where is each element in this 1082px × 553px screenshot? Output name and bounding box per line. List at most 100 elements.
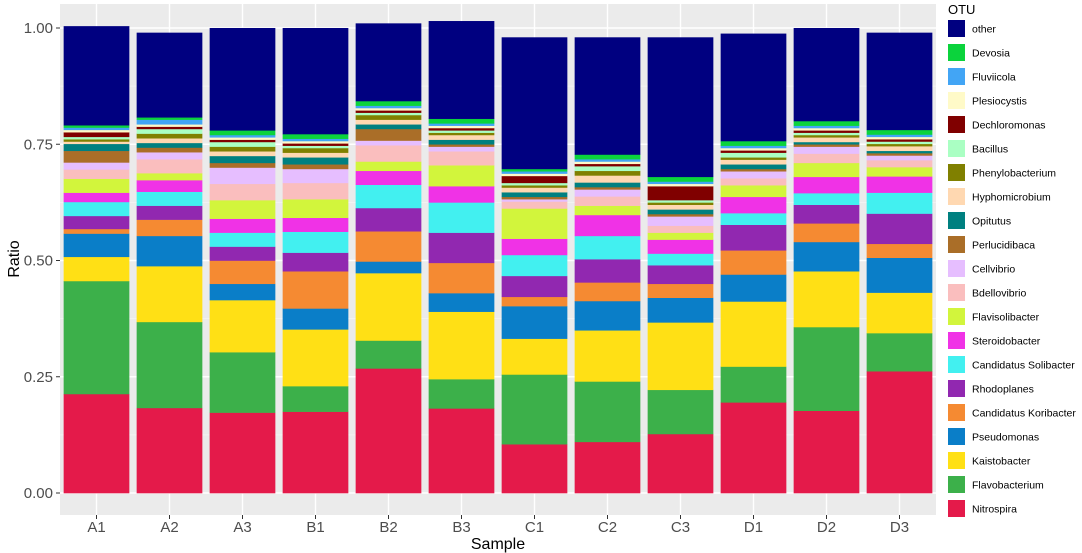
bar-segment-pseudomonas xyxy=(282,308,349,330)
bar-segment-rhodoplanes xyxy=(647,265,714,285)
bar-segment-pseudomonas xyxy=(136,235,203,267)
bar-segment-phenylobacterium xyxy=(282,147,349,153)
bar-segment-devosia xyxy=(720,140,787,146)
legend-swatch xyxy=(948,116,965,133)
bar-segment-cellvibrio xyxy=(720,171,787,179)
bar-segment-perlucidibaca xyxy=(282,164,349,170)
legend-label: Perlucidibaca xyxy=(972,240,1035,252)
bar-segment-other xyxy=(428,21,495,119)
bar-segment-bacillus xyxy=(501,182,568,186)
bar-segment-hyphomicrobium xyxy=(209,151,276,157)
legend-label: Candidatus Solibacter xyxy=(972,360,1075,372)
bar-segment-bacillus xyxy=(866,141,933,145)
bar-segment-nitrospira xyxy=(501,444,568,494)
legend-swatch xyxy=(948,44,965,61)
bar-segment-kaistobacter xyxy=(282,329,349,387)
bar-stack-B1 xyxy=(282,28,349,494)
bar-segment-flavisolibacter xyxy=(501,208,568,239)
bar-segment-cellvibrio xyxy=(136,152,203,160)
bar-segment-steroidobacter xyxy=(428,186,495,203)
bar-segment-perlucidibaca xyxy=(355,128,422,141)
bar-segment-kaistobacter xyxy=(501,338,568,375)
bar-segment-hyphomicrobium xyxy=(428,134,495,140)
bar-segment-kaistobacter xyxy=(209,300,276,353)
bar-segment-candidatus-koribacter xyxy=(793,223,860,243)
bar-segment-flavisolibacter xyxy=(866,167,933,177)
bar-segment-nitrospira xyxy=(574,441,641,494)
bar-segment-nitrospira xyxy=(793,410,860,494)
bar-segment-flavobacterium xyxy=(355,340,422,369)
bar-segment-hyphomicrobium xyxy=(136,138,203,144)
bars xyxy=(63,21,933,494)
bar-segment-bdellovibrio xyxy=(355,145,422,162)
bar-segment-bdellovibrio xyxy=(647,225,714,233)
bar-segment-dechloromonas xyxy=(574,163,641,167)
bar-segment-steroidobacter xyxy=(647,239,714,254)
bar-segment-flavobacterium xyxy=(136,321,203,409)
bar-segment-flavobacterium xyxy=(501,374,568,445)
bar-segment-phenylobacterium xyxy=(574,170,641,176)
bar-segment-cellvibrio xyxy=(282,168,349,184)
bar-segment-devosia xyxy=(428,118,495,124)
legend-item: other xyxy=(948,20,996,37)
bar-segment-plesiocystis xyxy=(793,127,860,131)
legend-item: Candidatus Solibacter xyxy=(948,356,1075,373)
bar-segment-dechloromonas xyxy=(720,150,787,153)
legend: OTU other Devosia Fluviicola Plesiocystis De… xyxy=(948,2,1076,517)
bar-segment-steroidobacter xyxy=(209,218,276,233)
legend-swatch xyxy=(948,356,965,373)
bar-segment-candidatus-koribacter xyxy=(63,228,130,234)
bar-segment-bdellovibrio xyxy=(793,153,860,164)
bar-segment-nitrospira xyxy=(355,368,422,494)
bar-segment-phenylobacterium xyxy=(866,143,933,147)
bar-segment-pseudomonas xyxy=(63,233,130,258)
legend-swatch xyxy=(948,332,965,349)
bar-segment-candidatus-solibacter xyxy=(866,192,933,214)
bar-segment-opitutus xyxy=(355,124,422,130)
bar-segment-flavisolibacter xyxy=(355,161,422,172)
bar-stack-C1 xyxy=(501,37,568,494)
bar-segment-candidatus-solibacter xyxy=(63,201,130,217)
bar-segment-hyphomicrobium xyxy=(63,141,130,145)
bar-segment-candidatus-solibacter xyxy=(428,202,495,233)
bar-segment-bdellovibrio xyxy=(428,151,495,166)
bar-segment-rhodoplanes xyxy=(282,252,349,272)
bar-segment-nitrospira xyxy=(866,371,933,494)
legend-item: Cellvibrio xyxy=(948,260,1015,277)
bar-segment-dechloromonas xyxy=(63,132,130,138)
bar-segment-other xyxy=(793,28,860,122)
bar-segment-flavisolibacter xyxy=(647,232,714,240)
bar-segment-cellvibrio xyxy=(63,162,130,170)
legend-swatch xyxy=(948,164,965,181)
bar-segment-opitutus xyxy=(647,209,714,215)
bar-segment-flavobacterium xyxy=(866,333,933,372)
bar-segment-bdellovibrio xyxy=(282,182,349,200)
bar-segment-dechloromonas xyxy=(428,127,495,131)
bar-segment-hyphomicrobium xyxy=(501,187,568,193)
bar-segment-phenylobacterium xyxy=(136,133,203,139)
y-tick-label: 1.00 xyxy=(24,20,53,37)
bar-segment-cellvibrio xyxy=(647,216,714,226)
legend-item: Fluviicola xyxy=(948,68,1016,85)
bar-segment-other xyxy=(209,28,276,131)
x-tick-label: C3 xyxy=(671,519,690,536)
legend-item: Bacillus xyxy=(948,140,1008,157)
legend-label: Hyphomicrobium xyxy=(972,192,1051,204)
bar-segment-other xyxy=(720,33,787,142)
panel-background xyxy=(60,4,936,515)
legend-item: Nitrospira xyxy=(948,500,1017,517)
bar-segment-phenylobacterium xyxy=(501,185,568,188)
bar-segment-fluviicola xyxy=(647,181,714,185)
bar-segment-bacillus xyxy=(209,141,276,147)
bar-segment-hyphomicrobium xyxy=(574,175,641,183)
bar-segment-flavobacterium xyxy=(428,379,495,409)
bar-segment-devosia xyxy=(501,168,568,172)
bar-segment-bacillus xyxy=(428,130,495,133)
bar-segment-nitrospira xyxy=(63,393,130,494)
x-tick-label: D1 xyxy=(744,519,763,536)
y-tick-label: 0.00 xyxy=(24,485,53,502)
x-tick-label: A1 xyxy=(87,519,105,536)
bar-segment-phenylobacterium xyxy=(793,134,860,138)
bar-segment-nitrospira xyxy=(720,402,787,494)
bar-segment-flavisolibacter xyxy=(574,205,641,216)
